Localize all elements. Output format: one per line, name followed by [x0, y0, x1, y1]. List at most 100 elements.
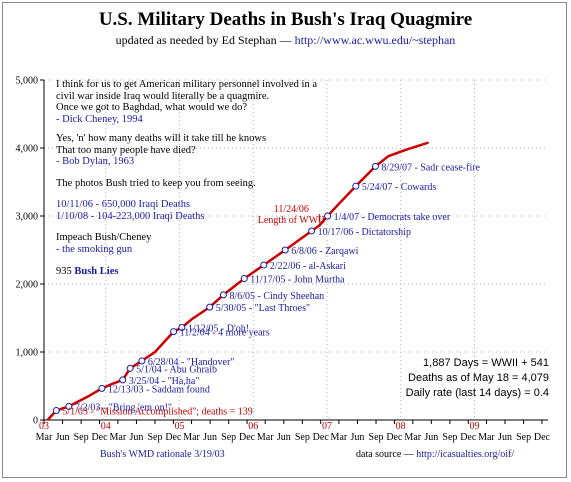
chart-title: U.S. Military Deaths in Bush's Iraq Quag…: [98, 9, 473, 30]
quote-line: Once we got to Baghdad, what would we do…: [56, 102, 247, 113]
event-label: 8/29/07 - Sadr cease-fire: [381, 162, 480, 173]
x-month-label: Sep: [148, 432, 163, 443]
x-month-label: Dec: [386, 432, 403, 443]
x-month-label: Dec: [534, 432, 551, 443]
data-source-link[interactable]: http://icasualties.org/oif/: [416, 449, 515, 460]
iraqi-deaths-link[interactable]: 10/11/06 - 650,000 Iraqi Deaths: [56, 199, 191, 210]
cheney-quote: I think for us to get American military …: [56, 79, 317, 125]
quote-line: That too many people have died?: [56, 144, 196, 156]
event-marker: [352, 182, 360, 190]
y-tick-label: 3,000: [16, 212, 39, 223]
x-month-label: Mar: [331, 432, 348, 443]
event-marker: [206, 303, 214, 311]
quote-attribution: - Bob Dylan, 1963: [56, 156, 135, 167]
event-label: 5/30/05 - "Last Throes": [216, 303, 310, 314]
x-year-label: 04: [101, 421, 111, 432]
stat-rate: Daily rate (last 14 days) = 0.4: [405, 387, 549, 399]
y-tick-label: 5,000: [16, 76, 39, 87]
x-year-label: 06: [248, 421, 258, 432]
x-month-label: Dec: [313, 432, 330, 443]
x-month-label: Sep: [221, 432, 236, 443]
event-label: 2/22/06 - al-Askari: [270, 261, 346, 272]
event-marker: [170, 328, 178, 336]
iraqi-deaths-link[interactable]: 1/10/08 - 104-223,000 Iraqi Deaths: [56, 210, 205, 222]
event-label: 12/13/03 - Saddam found: [108, 384, 210, 395]
event-marker: [52, 407, 60, 415]
x-month-label: Sep: [442, 432, 457, 443]
event-label: 5/24/07 - Cowards: [362, 182, 437, 193]
x-month-label: Mar: [183, 432, 200, 443]
x-month-label: Dec: [460, 432, 477, 443]
event-label: 6/28/04 - "Handover": [148, 357, 234, 368]
event-marker: [371, 162, 379, 170]
event-marker: [219, 291, 227, 299]
wwii-length-label: Length of WWII: [258, 215, 325, 226]
x-month-label: Sep: [369, 432, 384, 443]
event-label: 1/4/07 - Democrats take over: [334, 212, 451, 223]
dylan-quote: Yes, 'n' how many deaths will it take ti…: [56, 133, 266, 168]
wwii-date-label: 11/24/06: [274, 204, 309, 215]
event-label: 5/1/03 - "Mission Accomplished"; deaths …: [62, 407, 252, 418]
event-label: 7/2/03 - "Bring 'em on!": [75, 402, 172, 413]
event-marker: [308, 227, 316, 235]
x-month-label: Sep: [295, 432, 310, 443]
x-month-label: Mar: [36, 432, 53, 443]
label-layer: 5/1/03 - "Mission Accomplished"; deaths …: [62, 162, 480, 417]
x-month-label: Mar: [478, 432, 495, 443]
event-label: 11/17/05 - John Murtha: [250, 275, 345, 286]
bush-lies-link[interactable]: Bush Lies: [74, 266, 119, 277]
bush-lies-count: 935: [56, 266, 72, 277]
x-month-label: Sep: [516, 432, 531, 443]
grid-layer: [44, 79, 548, 420]
event-marker: [178, 324, 186, 332]
x-month-label: Mar: [257, 432, 274, 443]
x-month-label: Jun: [129, 432, 143, 443]
y-tick-label: 0: [33, 416, 38, 427]
stats-box: 1,887 Days = WWII + 541 Deaths as of May…: [406, 356, 549, 401]
wmd-rationale-link[interactable]: Bush's WMD rationale 3/19/03: [100, 449, 225, 460]
event-marker: [65, 402, 73, 410]
subtitle-link[interactable]: http://www.ac.wwu.edu/~stephan: [294, 33, 456, 47]
event-marker: [240, 275, 248, 283]
quote-line: I think for us to get American military …: [56, 79, 317, 90]
stat-days: 1,887 Days = WWII + 541: [423, 357, 549, 369]
event-marker: [281, 246, 289, 254]
x-year-label: 03: [39, 421, 49, 432]
event-label: 8/6/05 - Cindy Sheehan: [229, 291, 324, 302]
event-marker: [126, 364, 134, 372]
event-label: 10/17/06 - Dictatorship: [318, 227, 411, 238]
bush-lies-line: 935 Bush Lies: [56, 266, 118, 278]
x-month-label: Jun: [498, 432, 512, 443]
chart-frame: [2, 2, 567, 478]
data-source-label: data source —: [356, 449, 414, 460]
event-label: 11/2/04 - 4 more years: [180, 328, 270, 339]
stat-deaths: Deaths as of May 18 = 4,079: [408, 372, 549, 384]
x-month-label: Mar: [110, 432, 127, 443]
event-label: 3/25/04 - "Ha,ha": [129, 376, 200, 387]
smoking-gun-link[interactable]: - the smoking gun: [56, 243, 133, 255]
event-label: 6/8/06 - Zarqawi: [291, 246, 358, 257]
x-month-label: Jun: [56, 432, 70, 443]
impeach-block: Impeach Bush/Cheney - the smoking gun: [56, 232, 151, 255]
event-marker: [260, 261, 268, 269]
event-marker: [98, 384, 106, 392]
y-tick-label: 4,000: [16, 144, 39, 155]
x-month-label: Sep: [74, 432, 89, 443]
event-label: 1/12/05 - D'oh!: [188, 324, 249, 335]
x-month-label: Jun: [203, 432, 217, 443]
marker-layer: [52, 162, 379, 415]
x-month-label: Dec: [165, 432, 182, 443]
quote-line: Yes, 'n' how many deaths will it take ti…: [56, 133, 267, 144]
x-month-label: Mar: [404, 432, 421, 443]
event-marker: [324, 212, 332, 220]
y-tick-label: 1,000: [16, 348, 39, 359]
quote-line: civil war inside Iraq would literally be…: [56, 90, 270, 102]
chart-subtitle: updated as needed by Ed Stephan — http:/…: [0, 33, 571, 48]
x-month-label: Jun: [424, 432, 438, 443]
x-month-label: Jun: [277, 432, 291, 443]
x-month-label: Jun: [351, 432, 365, 443]
photos-link[interactable]: The photos Bush tried to keep you from s…: [56, 178, 256, 189]
impeach-title: Impeach Bush/Cheney: [56, 232, 152, 243]
